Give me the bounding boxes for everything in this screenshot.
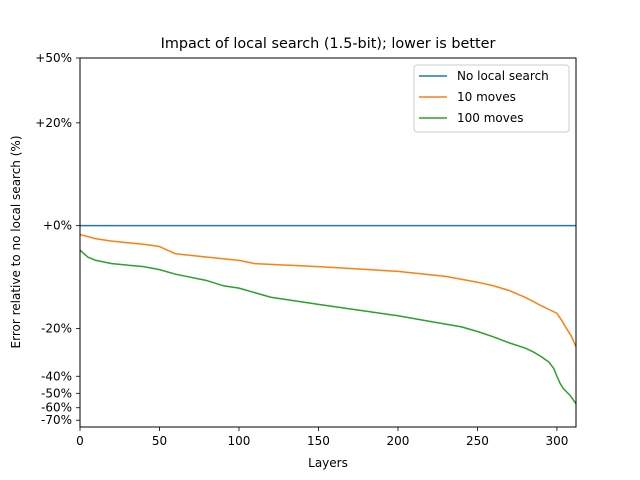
y-tick-label: -70% [41,413,72,427]
series-layer [79,224,577,405]
y-tick-label: -20% [41,321,72,335]
y-tick-label: +50% [35,51,72,65]
y-tick-label: -60% [41,401,72,415]
legend: No local search 10 moves 100 moves [413,64,570,133]
y-axis-ticks: +50% +20% +0% -20% -40% -50%-60%-70% [35,51,80,427]
x-tick-label: 0 [76,434,84,448]
x-tick-label: 300 [545,434,568,448]
legend-label: No local search [457,69,549,83]
x-tick-label: 150 [307,434,330,448]
x-axis-ticks: 0 50 100 150 200 250 300 [76,427,568,448]
legend-box [413,64,570,133]
y-tick-label: -50% [41,386,72,400]
x-tick-label: 100 [228,434,251,448]
chart-title: Impact of local search (1.5-bit); lower … [161,36,496,52]
y-tick-label: +20% [35,116,72,130]
series-line-2 [79,249,577,405]
y-tick-label: -40% [41,369,72,383]
y-tick-label: +0% [43,219,72,233]
x-tick-label: 200 [386,434,409,448]
plot-frame [79,57,577,428]
y-axis-label: Error relative to no local search (%) [9,136,23,349]
x-tick-label: 50 [152,434,167,448]
x-tick-label: 250 [466,434,489,448]
legend-label: 10 moves [457,90,516,104]
series-line-1 [79,233,577,348]
x-axis-label: Layers [308,456,348,470]
legend-label: 100 moves [457,111,524,125]
